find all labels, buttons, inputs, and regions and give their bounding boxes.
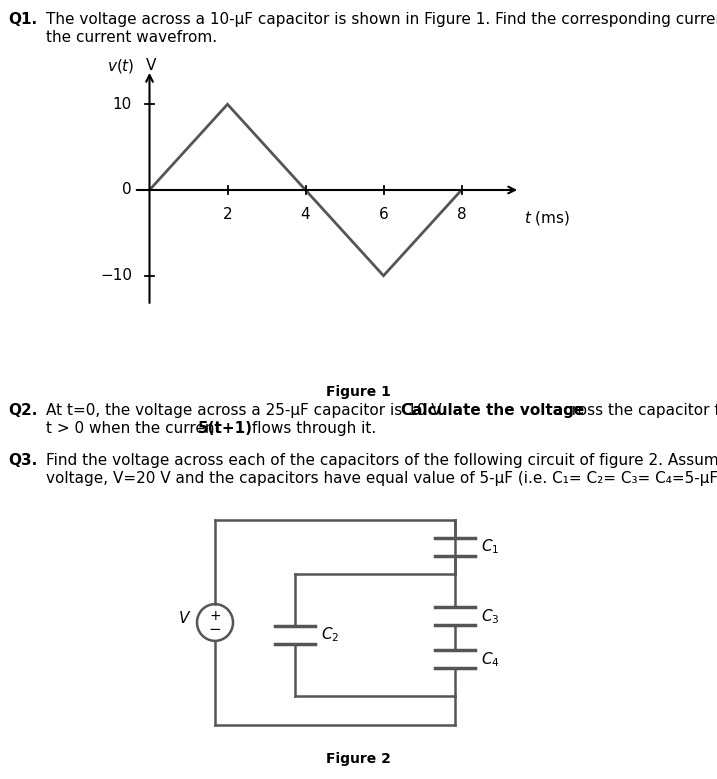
Text: Find the voltage across each of the capacitors of the following circuit of figur: Find the voltage across each of the capa… [46, 453, 717, 468]
Text: 4: 4 [300, 207, 310, 222]
Text: +: + [209, 608, 221, 622]
Text: 5(t+1): 5(t+1) [198, 421, 253, 436]
Text: flows through it.: flows through it. [247, 421, 376, 436]
Text: 2: 2 [223, 207, 232, 222]
Text: 10: 10 [113, 97, 132, 111]
Text: $v(t)$: $v(t)$ [107, 57, 134, 75]
Text: V: V [146, 58, 156, 73]
Text: Figure 1: Figure 1 [326, 385, 391, 399]
Text: At t=0, the voltage across a 25-μF capacitor is 10 V.: At t=0, the voltage across a 25-μF capac… [46, 403, 450, 418]
Text: Q3.: Q3. [8, 453, 37, 468]
Text: across the capacitor for: across the capacitor for [549, 403, 717, 418]
Text: 0: 0 [123, 182, 132, 198]
Text: voltage, V=20 V and the capacitors have equal value of 5-μF (i.e. C₁= C₂= C₃= C₄: voltage, V=20 V and the capacitors have … [46, 471, 717, 486]
Text: $t$ (ms): $t$ (ms) [524, 209, 570, 227]
Text: 8: 8 [457, 207, 466, 222]
Text: $C_1$: $C_1$ [481, 538, 499, 556]
Text: 6: 6 [379, 207, 389, 222]
Text: −10: −10 [100, 268, 132, 284]
Text: t > 0 when the current: t > 0 when the current [46, 421, 225, 436]
Text: the current wavefrom.: the current wavefrom. [46, 30, 217, 45]
Text: $C_2$: $C_2$ [321, 626, 339, 644]
Text: $C_3$: $C_3$ [481, 607, 500, 626]
Text: $V$: $V$ [179, 611, 191, 626]
Text: Calculate the voltage: Calculate the voltage [401, 403, 584, 418]
Text: $C_4$: $C_4$ [481, 650, 500, 668]
Text: −: − [209, 622, 222, 637]
Text: The voltage across a 10-μF capacitor is shown in Figure 1. Find the correspondin: The voltage across a 10-μF capacitor is … [46, 12, 717, 27]
Text: Q2.: Q2. [8, 403, 37, 418]
Text: Q1.: Q1. [8, 12, 37, 27]
Text: Figure 2: Figure 2 [326, 752, 391, 766]
